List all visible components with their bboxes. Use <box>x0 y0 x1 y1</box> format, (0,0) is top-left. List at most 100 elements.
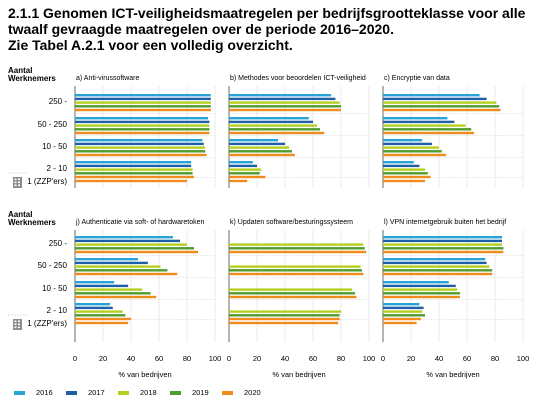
bar <box>75 247 194 250</box>
category-label: 250 - <box>49 97 68 106</box>
bar <box>75 321 129 325</box>
bar <box>229 247 365 250</box>
bar <box>383 94 480 97</box>
bar <box>75 108 211 112</box>
legend-label: 2016 <box>36 388 53 397</box>
x-tick-label: 0 <box>227 354 231 363</box>
bar <box>75 150 206 153</box>
bar <box>383 164 420 168</box>
bar <box>229 269 362 272</box>
bar <box>75 120 210 124</box>
row-header-line2: Werknemers <box>8 218 56 227</box>
building-icon-window <box>18 320 20 323</box>
building-icon-window <box>14 184 17 187</box>
panel-title: k) Updaten software/besturingssysteem <box>230 219 353 226</box>
x-axis-label: % van bedrijven <box>272 370 325 379</box>
bar <box>75 94 211 97</box>
bar <box>229 317 340 321</box>
bar <box>229 105 341 108</box>
bar <box>229 250 367 254</box>
bar <box>229 164 257 168</box>
bar <box>75 97 211 101</box>
bar <box>383 272 493 276</box>
building-icon <box>13 319 22 330</box>
bar <box>229 314 340 317</box>
x-tick-label: 80 <box>491 354 499 363</box>
bar <box>383 303 420 306</box>
category-label: 10 - 50 <box>42 284 67 293</box>
bar <box>229 120 313 124</box>
bar <box>75 265 161 268</box>
building-icon-window <box>18 323 20 326</box>
bar <box>383 321 417 325</box>
category-label: 50 - 250 <box>38 120 68 129</box>
bar <box>75 131 210 135</box>
bar <box>229 172 260 175</box>
bar <box>383 269 493 272</box>
x-tick-label: 60 <box>463 354 471 363</box>
bar <box>75 161 192 164</box>
legend-swatch <box>222 391 233 395</box>
bar <box>383 265 490 268</box>
bar <box>229 161 253 164</box>
legend-label: 2019 <box>192 388 209 397</box>
bar <box>383 243 502 246</box>
x-tick-label: 0 <box>73 354 77 363</box>
bar <box>383 310 423 313</box>
bar <box>383 131 474 135</box>
bar <box>229 139 278 142</box>
bar <box>383 120 455 124</box>
bar <box>75 317 131 321</box>
bar <box>229 310 341 313</box>
x-tick-label: 100 <box>363 354 376 363</box>
legend-label: 2017 <box>88 388 105 397</box>
bar <box>75 128 210 131</box>
bar <box>229 124 318 127</box>
bar <box>383 128 472 131</box>
page-title: 2.1.1 Genomen ICT-veiligheidsmaatregelen… <box>8 5 543 53</box>
x-tick-label: 40 <box>127 354 135 363</box>
bar <box>75 281 115 284</box>
bar <box>383 142 432 146</box>
bar <box>229 101 340 104</box>
title-line-1: 2.1.1 Genomen ICT-veiligheidsmaatregelen… <box>8 5 526 21</box>
legend-label: 2018 <box>140 388 157 397</box>
bar <box>75 139 203 142</box>
bar <box>383 175 431 179</box>
bar <box>229 142 285 146</box>
panel-title: j) Authenticatie via soft- of hardwareto… <box>75 219 205 226</box>
bar <box>383 139 423 142</box>
bar <box>75 179 187 183</box>
bar <box>383 117 448 120</box>
bar <box>75 146 206 149</box>
legend-label: 2020 <box>244 388 261 397</box>
bar <box>383 261 487 265</box>
bar <box>75 142 204 146</box>
bar <box>75 258 138 261</box>
bar <box>383 108 501 112</box>
x-axis-label: % van bedrijven <box>118 370 171 379</box>
x-tick-label: 0 <box>381 354 385 363</box>
building-icon-window <box>14 181 17 184</box>
bar <box>383 317 421 321</box>
category-label: 10 - 50 <box>42 142 67 151</box>
bar <box>383 284 456 288</box>
bar <box>383 292 460 295</box>
bar <box>75 243 187 246</box>
bar <box>75 236 173 239</box>
bar <box>383 236 502 239</box>
category-label: 2 - 10 <box>47 164 68 173</box>
bar <box>75 284 129 288</box>
category-label: 50 - 250 <box>38 261 68 270</box>
x-tick-label: 100 <box>209 354 222 363</box>
x-axis-label: % van bedrijven <box>426 370 479 379</box>
bar <box>75 168 193 171</box>
x-tick-label: 60 <box>309 354 317 363</box>
panel-title: b) Methodes voor beoordelen ICT-veilighe… <box>230 75 366 82</box>
bar <box>383 153 446 157</box>
x-tick-label: 20 <box>253 354 261 363</box>
bar <box>75 288 143 291</box>
bar <box>75 303 110 306</box>
bar <box>383 168 425 171</box>
bar <box>383 258 486 261</box>
